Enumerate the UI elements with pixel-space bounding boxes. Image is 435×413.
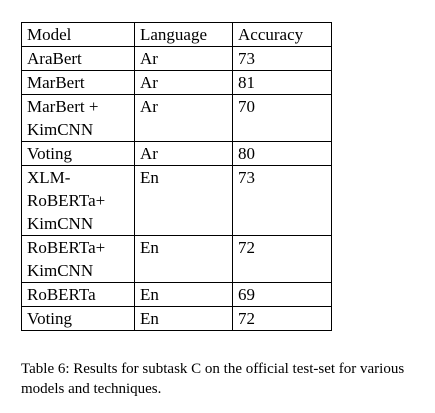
language-cell: En [134,165,233,236]
language-cell: En [134,306,233,331]
language-cell: Ar [134,70,233,95]
table-header-row: Model Language Accuracy [21,22,332,47]
table-row: RoBERTa En 69 [21,282,332,307]
language-cell: En [134,235,233,283]
language-cell: En [134,282,233,307]
accuracy-cell: 73 [232,165,332,236]
accuracy-cell: 81 [232,70,332,95]
model-cell: AraBert [21,46,135,71]
model-cell: XLM-RoBERTa+ KimCNN [21,165,135,236]
language-cell: Ar [134,141,233,166]
model-cell: RoBERTa+ KimCNN [21,235,135,283]
table-caption: Table 6: Results for subtask C on the of… [21,361,405,397]
accuracy-cell: 69 [232,282,332,307]
table-row: Voting En 72 [21,306,332,331]
language-cell: Ar [134,94,233,142]
model-cell: RoBERTa [21,282,135,307]
model-cell: Voting [21,306,135,331]
table-row: AraBert Ar 73 [21,46,332,71]
accuracy-cell: 70 [232,94,332,142]
accuracy-cell: 80 [232,141,332,166]
accuracy-cell: 72 [232,235,332,283]
accuracy-cell: 73 [232,46,332,71]
table-row: Voting Ar 80 [21,141,332,166]
header-model: Model [21,22,135,47]
table-row: XLM-RoBERTa+ KimCNN En 73 [21,165,332,236]
header-language: Language [134,22,233,47]
table-row: MarBert Ar 81 [21,70,332,95]
accuracy-cell: 72 [232,306,332,331]
model-cell: Voting [21,141,135,166]
model-cell: MarBert + KimCNN [21,94,135,142]
model-cell: MarBert [21,70,135,95]
table-row: RoBERTa+ KimCNN En 72 [21,235,332,283]
table-row: MarBert + KimCNN Ar 70 [21,94,332,142]
header-accuracy: Accuracy [232,22,332,47]
language-cell: Ar [134,46,233,71]
results-table: Model Language Accuracy AraBert Ar 73 Ma… [21,22,332,331]
